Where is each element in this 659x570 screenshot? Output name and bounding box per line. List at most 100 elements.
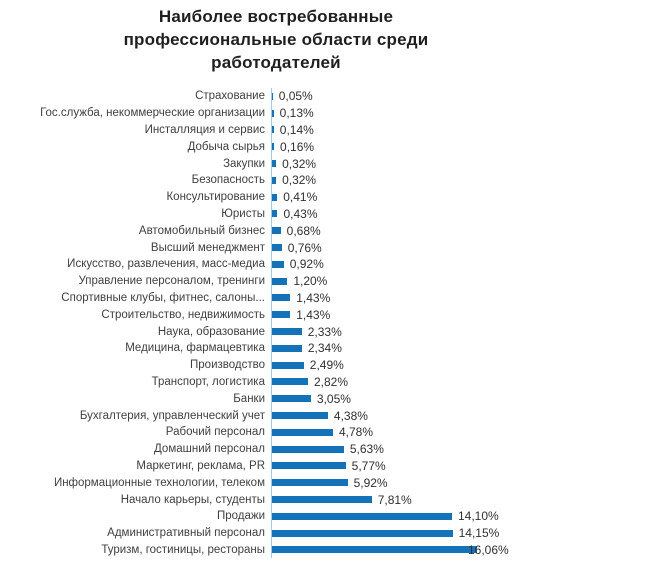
chart-row: Туризм, гостиницы, рестораны 16,06% <box>0 541 659 559</box>
bar-cell: 14,10% <box>271 507 659 525</box>
value-label: 5,63% <box>349 442 384 457</box>
bar <box>272 479 348 487</box>
chart-row: Страхование 0,05% <box>0 88 659 105</box>
category-label: Строительство, недвижимость <box>101 308 265 321</box>
bar-cell: 0,76% <box>271 239 659 256</box>
category-label: Инсталляция и сервис <box>144 123 265 136</box>
chart-row: Рабочий персонал 4,78% <box>0 423 659 441</box>
chart-row: Административный персонал 14,15% <box>0 524 659 542</box>
category-label: Закупки <box>223 157 265 170</box>
bar-cell: 0,32% <box>271 171 659 189</box>
chart-row: Безопасность 0,32% <box>0 171 659 189</box>
chart-title-line-3: работодателей <box>211 53 341 72</box>
bar-cell: 7,81% <box>271 491 659 508</box>
value-label: 0,13% <box>279 106 314 121</box>
category-label: Банки <box>233 392 265 405</box>
bar <box>272 277 288 285</box>
bar <box>272 361 304 369</box>
bar <box>272 496 372 504</box>
category-label: Производство <box>190 359 265 372</box>
bar <box>272 109 274 117</box>
value-label: 5,92% <box>353 475 388 490</box>
bar <box>272 210 278 218</box>
bar <box>272 160 277 168</box>
bar <box>272 294 291 302</box>
value-label: 0,05% <box>278 89 313 104</box>
bar-cell: 4,78% <box>271 423 659 441</box>
chart-row: Юристы 0,43% <box>0 205 659 223</box>
category-label: Информационные технологии, телеком <box>53 476 265 489</box>
value-label: 14,15% <box>458 526 500 541</box>
category-label: Медицина, фармацевтика <box>125 342 265 355</box>
value-label: 0,68% <box>286 223 321 238</box>
bar <box>272 445 344 453</box>
bar-cell: 5,63% <box>271 440 659 458</box>
chart-row: Спортивные клубы, фитнес, салоны... 1,43% <box>0 289 659 307</box>
bar-cell: 0,41% <box>271 188 659 206</box>
bar-cell: 16,06% <box>271 541 659 559</box>
value-label: 1,20% <box>293 274 328 289</box>
chart-row: Бухгалтерия, управленческий учет 4,38% <box>0 407 659 424</box>
chart-row: Высший менеджмент 0,76% <box>0 239 659 256</box>
bar <box>272 92 273 100</box>
chart-row: Наука, образование 2,33% <box>0 323 659 340</box>
chart-row: Управление персоналом, тренинги 1,20% <box>0 272 659 290</box>
category-label: Добыча сырья <box>187 140 265 153</box>
bar <box>272 143 275 151</box>
chart-row: Банки 3,05% <box>0 390 659 408</box>
bar <box>272 512 452 520</box>
value-label: 7,81% <box>377 492 412 507</box>
chart-row: Начало карьеры, студенты 7,81% <box>0 491 659 508</box>
bar-cell: 1,20% <box>271 272 659 290</box>
value-label: 0,32% <box>282 173 317 188</box>
category-label: Автомобильный бизнес <box>138 224 265 237</box>
bar <box>272 244 282 252</box>
category-label: Спортивные клубы, фитнес, салоны... <box>61 291 265 304</box>
bar-cell: 0,14% <box>271 121 659 139</box>
bar-cell: 0,16% <box>271 138 659 156</box>
chart-title-line-2: профессиональные области среди <box>123 30 429 49</box>
value-label: 0,76% <box>287 240 322 255</box>
category-label: Маркетинг, реклама, PR <box>136 459 265 472</box>
value-label: 0,32% <box>282 156 317 171</box>
chart-row: Маркетинг, реклама, PR 5,77% <box>0 457 659 475</box>
category-label: Высший менеджмент <box>150 241 265 254</box>
category-label: Рабочий персонал <box>165 426 265 439</box>
chart-row: Инсталляция и сервис 0,14% <box>0 121 659 139</box>
value-label: 5,77% <box>351 458 386 473</box>
category-label: Наука, образование <box>157 325 265 338</box>
bar-cell: 2,82% <box>271 373 659 391</box>
value-label: 2,34% <box>307 341 342 356</box>
value-label: 0,43% <box>283 206 318 221</box>
category-label: Туризм, гостиницы, рестораны <box>101 543 265 556</box>
category-label: Административный персонал <box>107 527 265 540</box>
plot-area: Страхование 0,05% Гос.служба, некоммерческ… <box>0 88 659 559</box>
category-label: Управление персоналом, тренинги <box>78 275 266 288</box>
chart-row: Автомобильный бизнес 0,68% <box>0 222 659 240</box>
bar-cell: 1,43% <box>271 289 659 307</box>
bar <box>272 546 477 554</box>
category-label: Бухгалтерия, управленческий учет <box>79 409 265 422</box>
chart-row: Медицина, фармацевтика 2,34% <box>0 339 659 357</box>
value-label: 0,92% <box>289 257 324 272</box>
chart-row: Производство 2,49% <box>0 356 659 374</box>
bar-cell: 2,49% <box>271 356 659 374</box>
bar <box>272 176 277 184</box>
value-label: 14,10% <box>457 509 499 524</box>
bar-cell: 1,43% <box>271 306 659 324</box>
bar <box>272 328 302 336</box>
bar-rows: Страхование 0,05% Гос.служба, некоммерческ… <box>0 88 659 559</box>
bar <box>272 428 333 436</box>
category-label: Продажи <box>216 510 265 523</box>
value-label: 3,05% <box>316 391 351 406</box>
bar <box>272 227 281 235</box>
chart-row: Транспорт, логистика 2,82% <box>0 373 659 391</box>
chart-title-line-1: Наиболее востребованные <box>158 7 394 26</box>
bar-cell: 2,33% <box>271 323 659 340</box>
chart-row: Продажи 14,10% <box>0 507 659 525</box>
bar-cell: 14,15% <box>271 524 659 542</box>
chart-row: Добыча сырья 0,16% <box>0 138 659 156</box>
value-label: 1,43% <box>296 290 331 305</box>
category-label: Страхование <box>195 90 265 103</box>
